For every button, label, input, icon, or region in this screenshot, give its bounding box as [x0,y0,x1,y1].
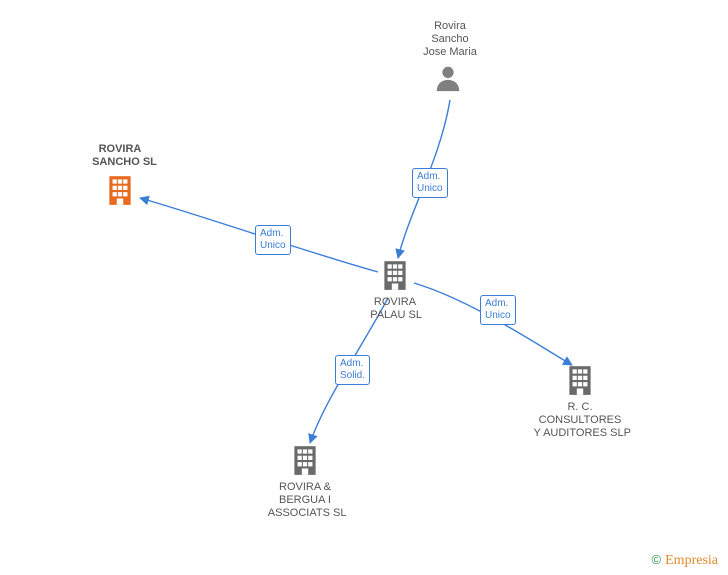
building-icon[interactable] [288,443,322,482]
edge-label: Adm. Solid. [335,355,370,385]
edge-label: Adm. Unico [480,295,516,325]
building-icon[interactable] [563,363,597,402]
edge-label: Adm. Unico [255,225,291,255]
node-label: ROVIRA & BERGUA I ASSOCIATS SL [268,481,342,520]
network-edges [0,0,728,575]
person-icon[interactable] [433,63,463,98]
watermark-text: Empresia [665,553,718,568]
node-label: R. C. CONSULTORES Y AUDITORES SLP [534,401,627,440]
node-label: ROVIRA SANCHO SL [92,143,148,169]
building-icon[interactable] [378,258,412,297]
node-label: Rovira Sancho Jose Maria [419,20,481,59]
building-icon[interactable] [103,173,137,212]
edge-label: Adm. Unico [412,168,448,198]
copyright-symbol: © [652,552,662,567]
node-label: ROVIRA PALAU SL [370,296,420,322]
watermark: ©Empresia [652,552,718,569]
